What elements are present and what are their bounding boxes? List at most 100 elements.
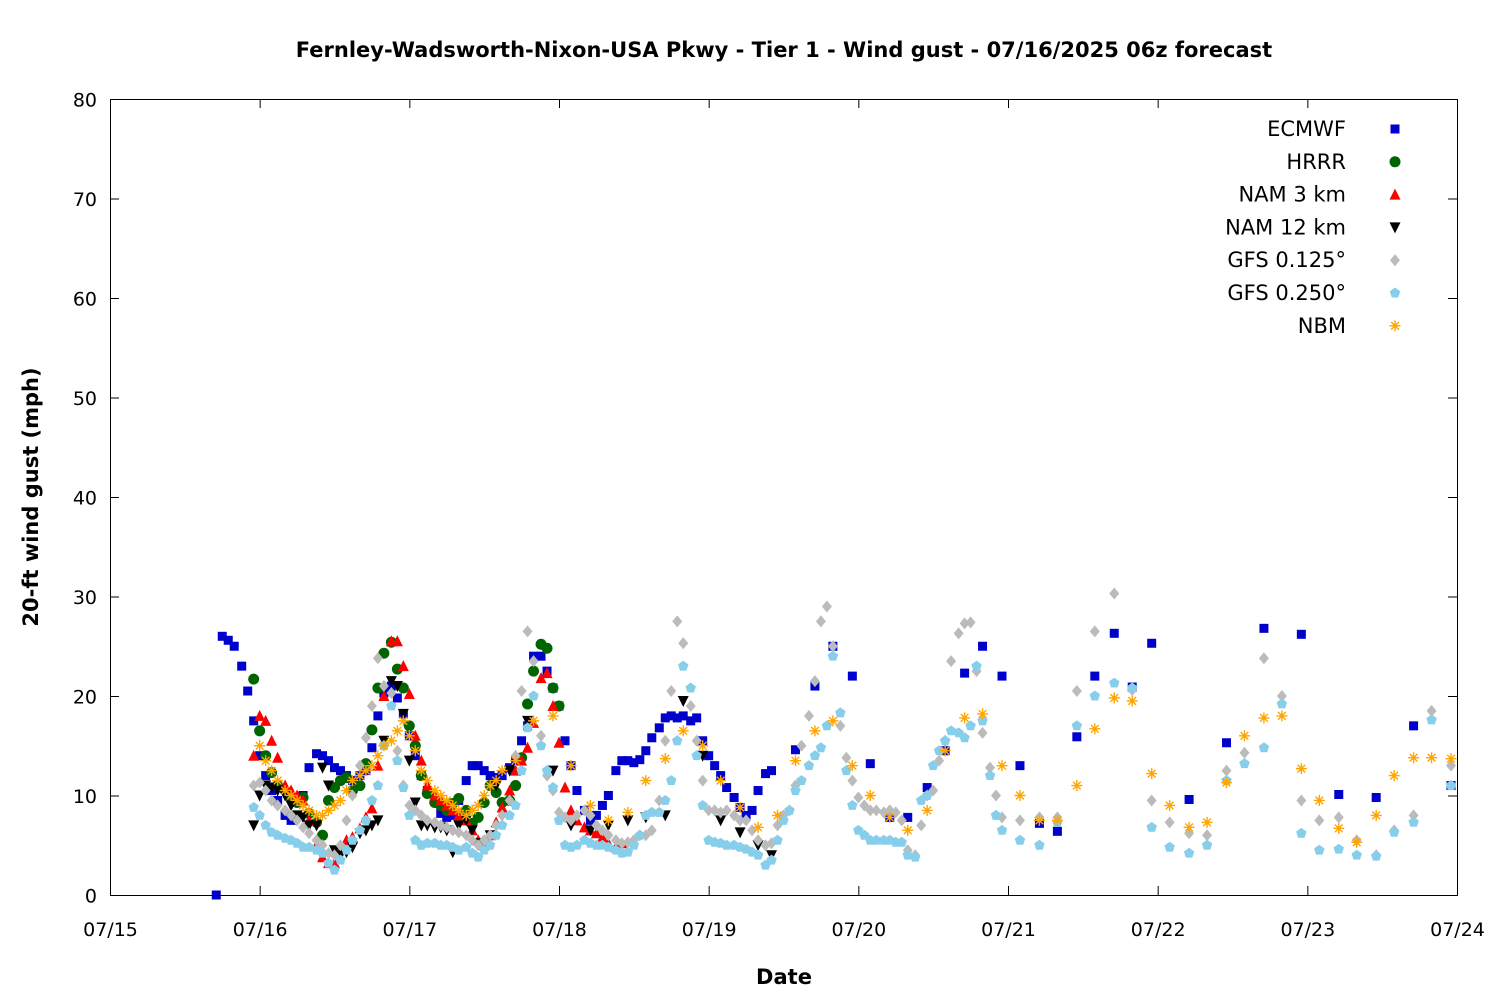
data-point [815, 615, 826, 628]
data-point [554, 806, 564, 819]
data-point [560, 736, 570, 746]
data-point [1333, 811, 1344, 824]
data-point [1445, 780, 1457, 790]
data-point [677, 725, 689, 737]
data-point [991, 789, 1002, 802]
data-point [415, 765, 427, 777]
data-point [541, 765, 553, 776]
data-point [654, 806, 665, 817]
data-point [672, 735, 683, 746]
data-point [803, 709, 814, 722]
data-point [528, 655, 539, 668]
data-point [753, 834, 764, 847]
data-point [409, 745, 421, 757]
data-point [1238, 730, 1250, 742]
data-point [547, 699, 559, 711]
data-point [634, 829, 646, 840]
data-point [391, 681, 403, 693]
data-point [479, 766, 489, 776]
data-point [1147, 638, 1157, 648]
data-point [1201, 816, 1213, 828]
data-point [248, 801, 259, 812]
data-point [391, 663, 403, 675]
chart-title: Fernley-Wadsworth-Nixon-USA Pkwy - Tier … [296, 38, 1272, 62]
data-point [622, 815, 634, 827]
data-point [796, 739, 807, 752]
data-point [403, 730, 415, 742]
data-point [378, 647, 390, 659]
data-point [298, 821, 309, 834]
data-point [1295, 763, 1307, 775]
x-tick-label: 07/18 [532, 919, 587, 941]
data-point [772, 809, 784, 821]
axis-ticks: 07/15 07/16 07/17 07/18 07/19 07/20 07/21 07/22… [73, 90, 1485, 942]
data-point [847, 799, 858, 810]
data-point [516, 685, 527, 698]
y-tick-label: 40 [73, 488, 97, 510]
data-point [1222, 738, 1232, 748]
data-point [1446, 759, 1457, 772]
data-point [1445, 753, 1457, 765]
data-point [535, 672, 547, 684]
data-point [266, 734, 278, 746]
data-point [946, 655, 957, 668]
data-point [436, 808, 446, 818]
data-point [517, 736, 527, 746]
data-point [1089, 690, 1101, 701]
data-point [677, 695, 689, 707]
data-point [266, 782, 278, 794]
data-point [261, 771, 271, 781]
data-point [960, 668, 970, 678]
data-point [809, 750, 821, 761]
data-point [660, 734, 671, 747]
data-point [453, 820, 465, 832]
data-point [254, 709, 266, 721]
data-point [1351, 836, 1363, 848]
data-point [647, 733, 657, 743]
data-point [971, 660, 982, 671]
data-point [1089, 625, 1100, 638]
data-point [272, 751, 284, 763]
data-point [1071, 720, 1083, 731]
data-point [378, 680, 389, 693]
data-point [1258, 652, 1269, 665]
data-point [1183, 847, 1195, 858]
data-point [1201, 839, 1213, 850]
data-point [602, 814, 614, 826]
data-point [317, 762, 329, 774]
data-point [572, 786, 582, 796]
data-point [323, 857, 334, 868]
data-point [902, 824, 914, 836]
data-point [330, 763, 339, 773]
data-point [715, 815, 727, 827]
data-point [467, 834, 478, 847]
series-nbm [254, 692, 1457, 848]
data-point [916, 819, 927, 832]
data-point [510, 780, 522, 792]
data-point [1408, 752, 1420, 764]
data-point [1071, 780, 1083, 792]
data-point [422, 837, 433, 848]
data-point [366, 699, 377, 712]
data-point [686, 716, 696, 726]
data-point [734, 827, 746, 839]
data-point [435, 790, 447, 801]
data-point [297, 799, 309, 811]
data-point [784, 804, 795, 815]
data-point [504, 784, 516, 796]
data-point [1239, 758, 1250, 769]
data-point [884, 811, 896, 823]
data-point [248, 673, 260, 685]
data-point [1126, 695, 1138, 707]
data-point [466, 825, 478, 837]
data-point [939, 735, 951, 746]
data-point [237, 661, 247, 671]
data-point [623, 756, 633, 766]
y-tick-label: 10 [73, 786, 97, 808]
data-point [978, 641, 988, 651]
data-point [646, 824, 657, 837]
data-point [753, 786, 763, 796]
data-point [460, 809, 472, 821]
data-point [1183, 821, 1195, 833]
data-point [1126, 682, 1138, 693]
